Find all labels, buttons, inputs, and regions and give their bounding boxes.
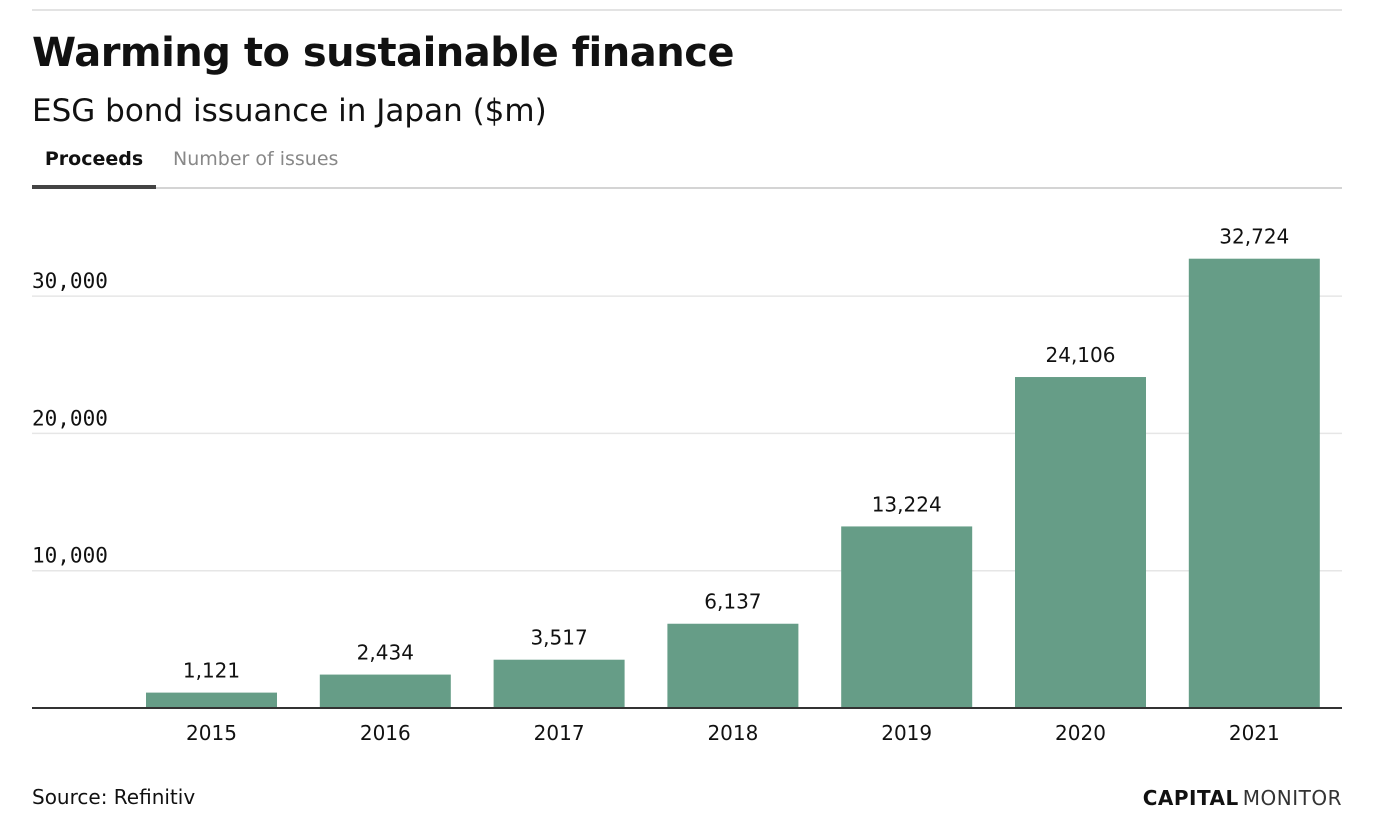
chart-title: Warming to sustainable finance (32, 30, 735, 76)
tab-proceeds[interactable]: Proceeds (32, 138, 156, 189)
bar-value-label: 13,224 (872, 492, 942, 516)
bar (146, 692, 277, 708)
bars (146, 258, 1320, 708)
chart-subtitle: ESG bond issuance in Japan ($m) (32, 93, 547, 129)
y-tick-label: 30,000 (32, 269, 108, 293)
x-tick-label: 2021 (1229, 721, 1280, 745)
x-axis-ticks: 2015 2016 2017 2018 2019 2020 2021 (186, 721, 1280, 745)
x-tick-label: 2018 (707, 721, 758, 745)
bar-value-label: 6,137 (704, 590, 761, 614)
x-tick-label: 2017 (534, 721, 585, 745)
bar (319, 674, 451, 708)
top-rule (32, 9, 1342, 11)
bar (1188, 258, 1320, 708)
y-axis-ticks: 10,000 20,000 30,000 (32, 269, 108, 568)
bar (841, 526, 973, 708)
bar-value-label: 2,434 (357, 641, 414, 665)
bar (667, 623, 799, 708)
value-labels: 1,121 2,434 3,517 6,137 13,224 24,106 32,724 (183, 225, 1289, 683)
y-tick-label: 10,000 (32, 544, 108, 568)
x-tick-label: 2019 (881, 721, 932, 745)
bar (493, 659, 625, 708)
source-note: Source: Refinitiv (32, 785, 196, 809)
bar-value-label: 24,106 (1046, 343, 1116, 367)
y-tick-label: 20,000 (32, 406, 108, 430)
x-tick-label: 2016 (360, 721, 411, 745)
bar-value-label: 1,121 (183, 659, 240, 683)
tab-bar: Proceeds Number of issues (32, 138, 1342, 189)
x-tick-label: 2015 (186, 721, 237, 745)
brand-logo: CAPITAL MONITOR (1143, 786, 1342, 810)
x-tick-label: 2020 (1055, 721, 1106, 745)
bar (1015, 377, 1146, 708)
bar-value-label: 32,724 (1219, 225, 1289, 249)
brand-logo-light: MONITOR (1242, 786, 1342, 810)
bar-value-label: 3,517 (530, 626, 587, 650)
tab-number-of-issues[interactable]: Number of issues (173, 148, 339, 170)
brand-logo-bold: CAPITAL (1142, 786, 1239, 810)
